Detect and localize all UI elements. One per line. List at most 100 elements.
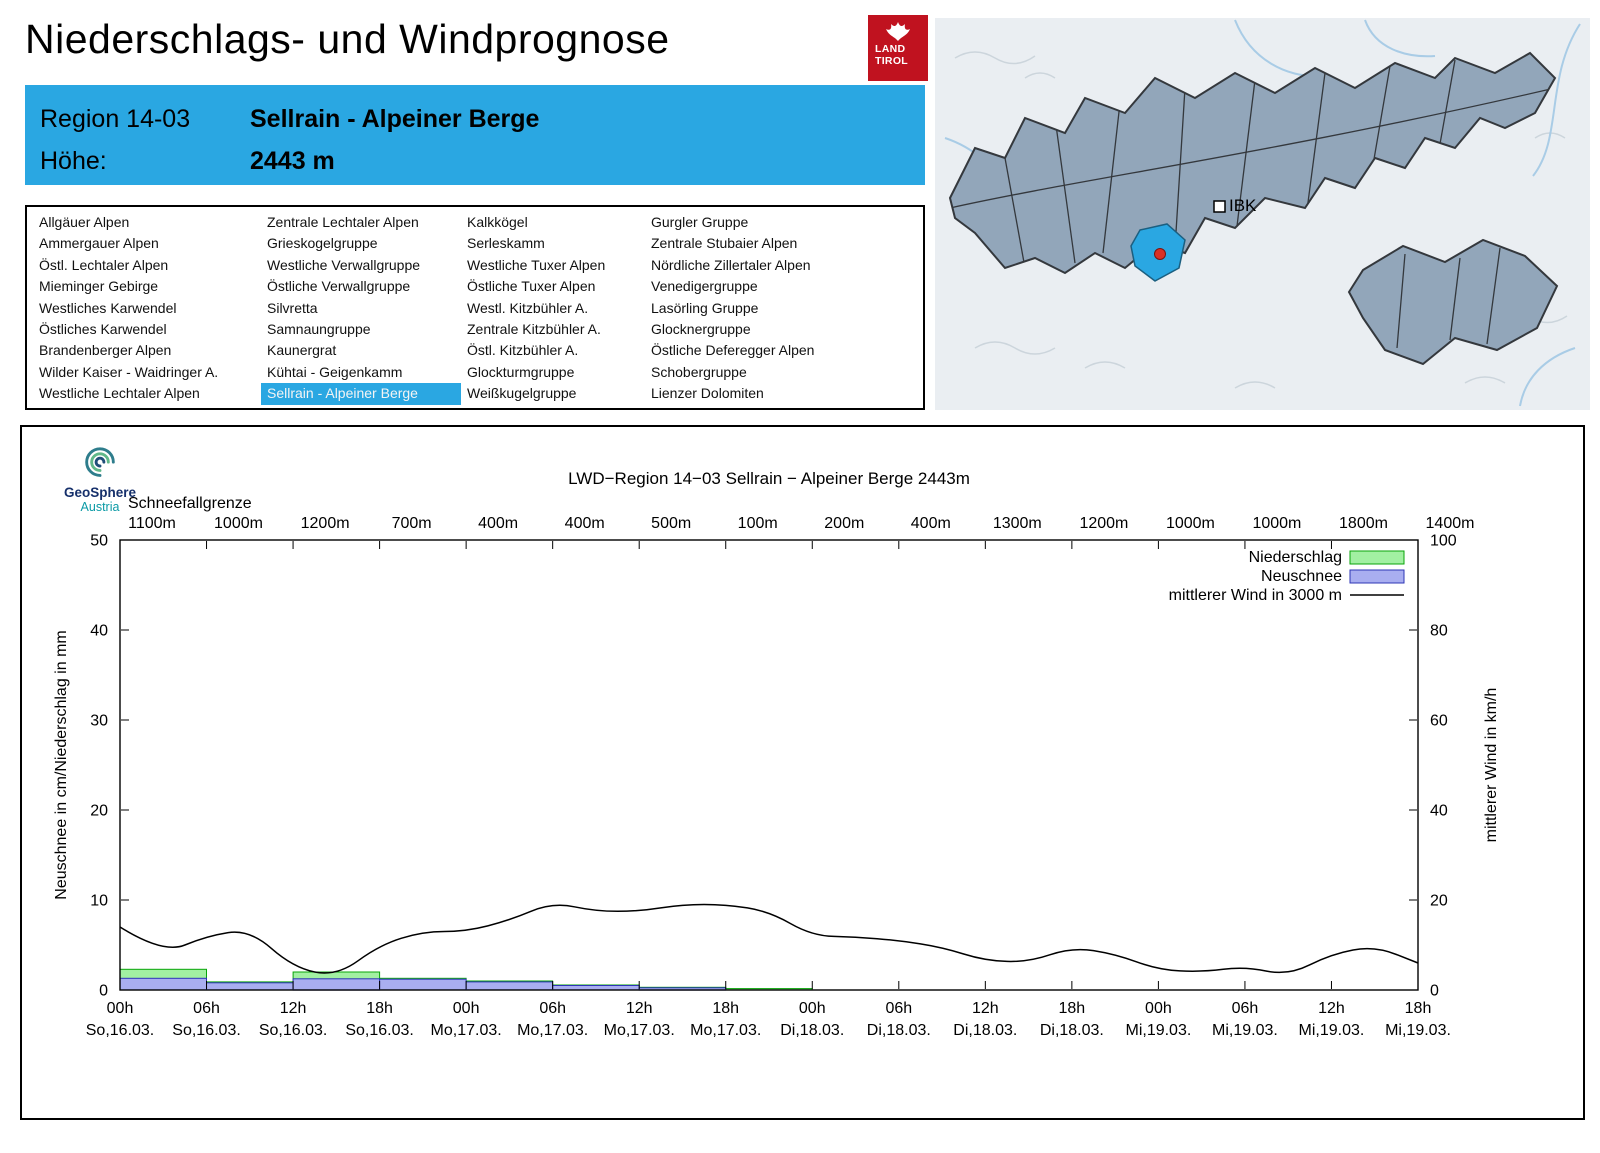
region-list-item[interactable]: Kalkkögel: [467, 214, 528, 230]
region-list-item-selected[interactable]: Sellrain - Alpeiner Berge: [261, 383, 461, 405]
snowline-value: 1400m: [1426, 515, 1475, 532]
region-list-item[interactable]: Wilder Kaiser - Waidringer A.: [39, 363, 219, 380]
east-tirol-region[interactable]: [1347, 238, 1559, 366]
region-list-item[interactable]: Lasörling Gruppe: [651, 299, 759, 316]
snowline-value: 1000m: [1166, 515, 1215, 532]
geosphere-spiral-icon: [85, 447, 115, 477]
legend-label-niederschlag: Niederschlag: [1249, 549, 1342, 566]
region-list-item[interactable]: Östliche Tuxer Alpen: [467, 278, 596, 295]
x-hour-label: 18h: [1059, 1000, 1086, 1017]
region-list-item[interactable]: Westliches Karwendel: [39, 299, 177, 316]
region-list-item[interactable]: Östl. Kitzbühler A.: [467, 342, 579, 359]
x-hour-label: 00h: [1145, 1000, 1172, 1017]
snow-bar: [465, 981, 554, 991]
region-list: Allgäuer Alpen Ammergauer Alpen Östl. Lech…: [25, 205, 925, 410]
x-hour-label: 00h: [799, 1000, 826, 1017]
altitude-label: Höhe:: [40, 146, 107, 175]
region-list-item[interactable]: Samnaungruppe: [267, 321, 371, 338]
region-list-item[interactable]: Allgäuer Alpen: [39, 214, 130, 230]
region-list-item[interactable]: Brandenberger Alpen: [39, 342, 172, 359]
north-tirol-region[interactable]: [948, 51, 1557, 275]
left-tick-label: 50: [90, 533, 108, 550]
region-list-item[interactable]: Zentrale Lechtaler Alpen: [267, 214, 419, 230]
legend: Niederschlag Neuschnee mittlerer Wind in 3…: [1169, 549, 1405, 604]
region-list-column: Kalkkögel Serleskamm Westliche Tuxer Alpen…: [461, 212, 645, 403]
region-list-item[interactable]: Schobergruppe: [651, 363, 747, 380]
region-list-item[interactable]: Glocknergruppe: [651, 321, 751, 338]
region-list-item[interactable]: Westliche Verwallgruppe: [267, 256, 421, 273]
region-list-item[interactable]: Grieskogelgruppe: [267, 235, 378, 252]
region-list-item[interactable]: Östliche Verwallgruppe: [267, 278, 411, 295]
region-list-item[interactable]: Östl. Lechtaler Alpen: [39, 256, 169, 273]
region-list-item[interactable]: Östliches Karwendel: [39, 321, 167, 338]
region-list-item[interactable]: Westl. Kitzbühler A.: [467, 299, 589, 316]
snowline-value: 1300m: [993, 515, 1042, 532]
snow-bar: [292, 978, 381, 991]
region-list-item[interactable]: Östliche Deferegger Alpen: [651, 342, 815, 359]
region-list-item[interactable]: Zentrale Kitzbühler A.: [467, 321, 601, 338]
page-title: Niederschlags- und Windprognose: [25, 16, 670, 62]
east-region-borders: [1396, 247, 1501, 349]
snowline-value: 1200m: [1079, 515, 1128, 532]
right-axis-title: mittlerer Wind in km/h: [1483, 688, 1500, 843]
x-date-label: Mo,17.03.: [690, 1022, 761, 1039]
region-list-item[interactable]: Serleskamm: [467, 235, 545, 252]
x-date-label: Di,18.03.: [1040, 1022, 1104, 1039]
x-hour-label: 18h: [712, 1000, 739, 1017]
x-date-label: Mi,19.03.: [1385, 1022, 1451, 1039]
ibk-label: IBK: [1229, 196, 1257, 215]
region-list-item[interactable]: Westliche Lechtaler Alpen: [39, 385, 200, 402]
snow-bar: [206, 982, 294, 991]
x-hour-label: 12h: [972, 1000, 999, 1017]
snowline-value: 1200m: [301, 515, 350, 532]
x-hour-label: 18h: [366, 1000, 393, 1017]
snowline-label: Schneefallgrenze: [128, 495, 252, 512]
altitude-value: 2443 m: [250, 146, 335, 175]
legend-label-wind: mittlerer Wind in 3000 m: [1169, 587, 1342, 604]
x-date-label: Di,18.03.: [953, 1022, 1017, 1039]
x-date-label: Mi,19.03.: [1212, 1022, 1278, 1039]
legend-swatch-neuschnee: [1349, 569, 1405, 584]
bars: [119, 968, 813, 991]
x-date-label: Di,18.03.: [780, 1022, 844, 1039]
region-list-item[interactable]: Ammergauer Alpen: [39, 235, 159, 252]
land-tirol-logo: LAND TIROL: [868, 15, 928, 81]
region-list-item[interactable]: Westliche Tuxer Alpen: [467, 256, 606, 273]
logo-text-tirol: TIROL: [875, 54, 908, 67]
snowline-value: 400m: [565, 515, 605, 532]
x-date-label: Mo,17.03.: [431, 1022, 502, 1039]
region-list-item[interactable]: Kühtai - Geigenkamm: [267, 363, 403, 380]
right-tick-label: 80: [1430, 623, 1448, 640]
left-tick-label: 20: [90, 803, 108, 820]
region-list-item[interactable]: Weißkugelgruppe: [467, 385, 577, 402]
x-date-label: Di,18.03.: [867, 1022, 931, 1039]
region-list-item[interactable]: Gurgler Gruppe: [651, 214, 749, 230]
logo-text-land: LAND: [875, 43, 906, 55]
region-list-item[interactable]: Kaunergrat: [267, 342, 337, 359]
snowline-value: 1800m: [1339, 515, 1388, 532]
region-list-item[interactable]: Nördliche Zillertaler Alpen: [651, 256, 811, 273]
left-tick-label: 30: [90, 713, 108, 730]
snowline-value: 200m: [824, 515, 864, 532]
region-list-item[interactable]: Venedigergruppe: [651, 278, 758, 295]
snowline-value: 700m: [392, 515, 432, 532]
region-list-item[interactable]: Glockturmgruppe: [467, 363, 575, 380]
legend-swatch-niederschlag: [1349, 550, 1405, 565]
wind-line: [119, 903, 1419, 974]
region-list-item[interactable]: Lienzer Dolomiten: [651, 385, 764, 402]
region-list-column: Gurgler Gruppe Zentrale Stubaier Alpen Nör…: [645, 212, 917, 403]
region-list-item[interactable]: Mieminger Gebirge: [39, 278, 159, 295]
region-list-item[interactable]: Zentrale Stubaier Alpen: [651, 235, 798, 252]
x-date-label: So,16.03.: [345, 1022, 414, 1039]
region-list-item[interactable]: Silvretta: [267, 299, 318, 316]
snowline-value: 400m: [478, 515, 518, 532]
snow-bar: [119, 977, 207, 991]
right-tick-label: 100: [1430, 533, 1457, 550]
forecast-chart: 0 10 20 30 40 50 0 20 40 60 80 100 00h So,16.03. 06h So…: [53, 469, 1500, 1039]
right-tick-label: 40: [1430, 803, 1448, 820]
geosphere-sub: Austria: [80, 500, 120, 514]
tirol-map[interactable]: IBK: [935, 18, 1590, 410]
x-hour-label: 06h: [539, 1000, 566, 1017]
x-date-label: So,16.03.: [259, 1022, 328, 1039]
ibk-marker: [1213, 200, 1226, 213]
